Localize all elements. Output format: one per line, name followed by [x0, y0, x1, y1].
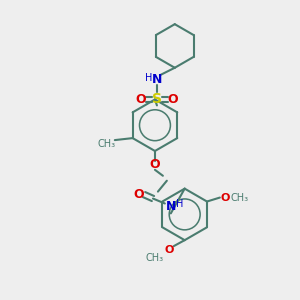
- Text: O: O: [150, 158, 160, 171]
- Text: O: O: [220, 193, 230, 202]
- Text: CH₃: CH₃: [231, 193, 249, 202]
- Text: O: O: [167, 93, 178, 106]
- Text: H: H: [145, 73, 153, 83]
- Text: H: H: [176, 200, 183, 209]
- Text: N: N: [152, 73, 162, 86]
- Text: O: O: [136, 93, 146, 106]
- Text: N: N: [166, 200, 176, 213]
- Text: O: O: [134, 188, 144, 201]
- Text: O: O: [164, 245, 173, 255]
- Text: S: S: [152, 92, 162, 106]
- Text: CH₃: CH₃: [146, 253, 164, 263]
- Text: CH₃: CH₃: [98, 139, 116, 149]
